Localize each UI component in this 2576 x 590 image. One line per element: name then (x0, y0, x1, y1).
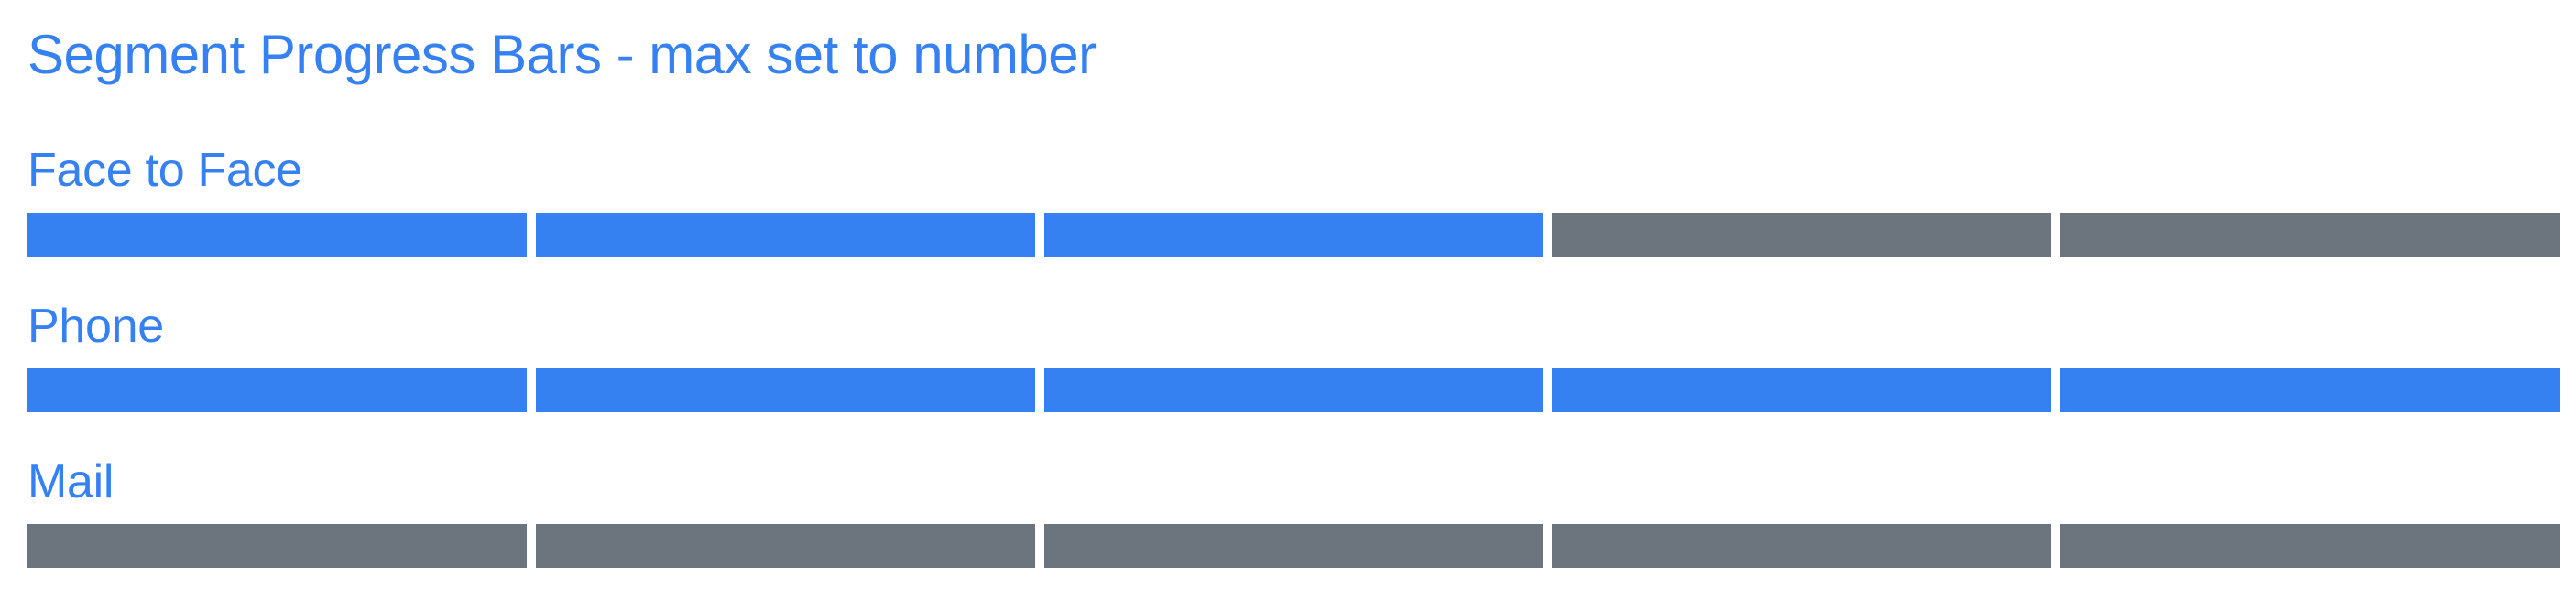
progress-segment-empty (27, 524, 527, 568)
progress-segment-filled (27, 368, 527, 412)
progress-label-face-to-face: Face to Face (27, 144, 302, 197)
progress-segment-empty (1552, 213, 2052, 257)
progress-segment-empty (1552, 524, 2052, 568)
segment-progress-bar-face-to-face (27, 213, 2560, 257)
progress-segment-empty (535, 524, 1035, 568)
progress-group-mail: Mail (27, 458, 2560, 568)
progress-segment-empty (1043, 524, 1544, 568)
progress-label-mail: Mail (27, 455, 115, 508)
segment-progress-bar-phone (27, 368, 2560, 412)
progress-segment-filled (535, 368, 1035, 412)
progress-group-face-to-face: Face to Face (27, 147, 2560, 257)
progress-segment-filled (1043, 368, 1544, 412)
progress-segment-filled (535, 213, 1035, 257)
progress-segment-empty (2060, 213, 2560, 257)
progress-group-phone: Phone (27, 302, 2560, 412)
segment-progress-bar-mail (27, 524, 2560, 568)
page: Segment Progress Bars - max set to numbe… (27, 0, 2560, 568)
progress-segment-filled (27, 213, 527, 257)
page-title: Segment Progress Bars - max set to numbe… (27, 24, 1097, 85)
progress-segment-filled (1552, 368, 2052, 412)
progress-segment-empty (2060, 524, 2560, 568)
progress-segment-filled (1043, 213, 1544, 257)
progress-label-phone: Phone (27, 300, 164, 353)
progress-segment-filled (2060, 368, 2560, 412)
